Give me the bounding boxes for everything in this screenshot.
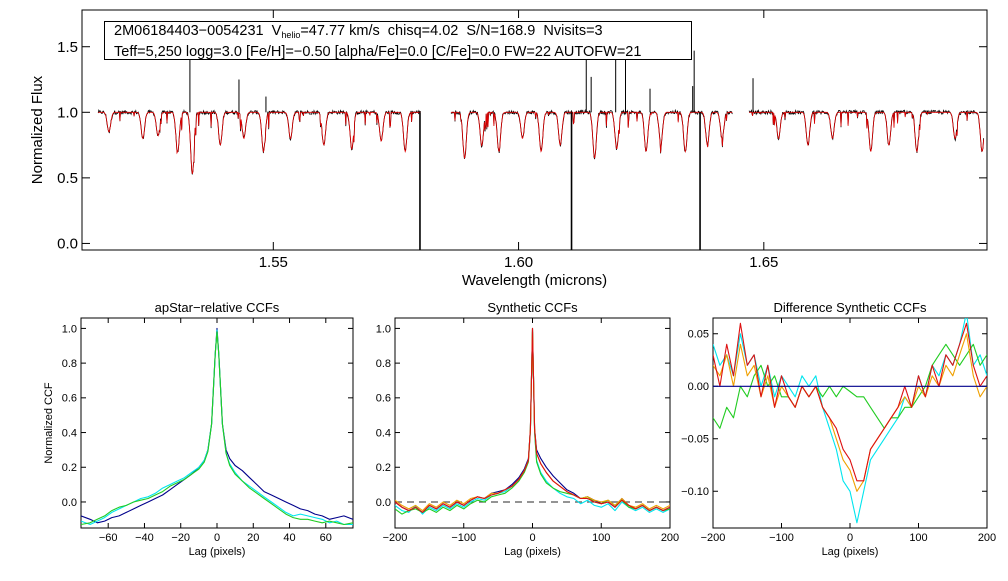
y-tick-label: 1.0	[62, 323, 77, 335]
x-tick-label: −200	[383, 532, 408, 544]
vhelio-subscript: helio	[281, 30, 301, 40]
y-tick-label: 0.8	[62, 358, 77, 370]
ccf-series-green	[713, 343, 987, 429]
x-tick-label: 0	[214, 532, 220, 544]
x-tick-label: −40	[135, 532, 154, 544]
x-tick-label: 60	[320, 532, 332, 544]
panel-1: −60 −40 −20 0 20 40 60 0.0 0.2 0.4 0.6 0.8 1.0 apStar…	[43, 300, 354, 558]
vhelio-value: =47.77 km/s	[300, 23, 380, 39]
star-id: 2M06184403−0054231	[114, 23, 264, 39]
panel-3: −200 −100 0 100 200 −0.10 −0.05 0.00 0.05 Differe…	[681, 300, 996, 558]
plot-area	[97, 36, 984, 250]
x-tick-label: 100	[909, 532, 927, 544]
y-tick-label: −0.10	[681, 486, 709, 498]
ccf-series-red	[395, 327, 670, 513]
star-info-line-1: 2M06184403−0054231 Vhelio=47.77 km/s chi…	[114, 23, 691, 44]
star-info-box: 2M06184403−0054231 Vhelio=47.77 km/s chi…	[104, 21, 692, 60]
y-tick-label: 0.05	[688, 329, 709, 341]
x-tick-label: 1.65	[749, 254, 778, 271]
panel-title: Synthetic CCFs	[487, 300, 578, 315]
x-axis-label: Lag (pixels)	[822, 546, 879, 558]
panel-title: apStar−relative CCFs	[155, 300, 280, 315]
panel-title: Difference Synthetic CCFs	[774, 300, 927, 315]
model-spectrum-segment	[450, 111, 733, 159]
y-axis-label: Normalized Flux	[29, 75, 46, 184]
x-tick-label: 20	[247, 532, 259, 544]
plot-frame	[80, 317, 354, 529]
y-tick-label: 0.6	[62, 393, 77, 405]
plot-frame	[712, 317, 988, 529]
star-info-line-2: Teff=5,250 logg=3.0 [Fe/H]=−0.50 [alpha/…	[114, 44, 642, 60]
ccf-series-red	[713, 322, 987, 482]
ccf-series-visit-2	[81, 331, 353, 526]
x-tick-label: 200	[661, 532, 679, 544]
plot-area	[81, 327, 353, 526]
observed-spectrum-segment	[97, 108, 421, 175]
snr-value: S/N=168.9	[466, 23, 536, 39]
y-tick-label: 0.00	[688, 381, 709, 393]
y-tick-label: 0.6	[376, 393, 391, 405]
model-spectrum-segment	[98, 111, 421, 174]
y-tick-label: 0.0	[57, 236, 78, 253]
observed-spectrum-segment	[450, 108, 733, 160]
x-tick-label: −200	[701, 532, 726, 544]
x-tick-label: 0	[847, 532, 853, 544]
vhelio-label: V	[271, 23, 282, 39]
model-spectrum-segment	[749, 111, 984, 153]
plot-area	[395, 327, 670, 515]
chisq-value: chisq=4.02	[387, 23, 459, 39]
x-tick-label: −60	[99, 532, 118, 544]
x-tick-label: −100	[451, 532, 476, 544]
y-tick-label: 0.4	[376, 427, 391, 439]
ccf-series-green	[395, 331, 670, 515]
x-axis-label: Lag (pixels)	[189, 546, 246, 558]
y-tick-label: 1.5	[57, 39, 78, 56]
x-tick-label: −100	[769, 532, 794, 544]
y-tick-label: −0.05	[681, 434, 709, 446]
ccf-series-cyan	[395, 329, 670, 515]
panel-0: 1.55 1.60 1.65 0.0 0.5 1.0 1.5 Wavelength (micr…	[29, 9, 988, 289]
ccf-series-visit-1	[81, 329, 353, 526]
y-tick-label: 0.0	[376, 497, 391, 509]
x-tick-label: 1.55	[259, 254, 288, 271]
y-tick-label: 1.0	[57, 105, 78, 122]
panel-2: −200 −100 0 100 200 0.0 0.2 0.4 0.6 0.8 1.0 Synthet…	[376, 300, 679, 558]
x-tick-label: 200	[978, 532, 996, 544]
y-tick-label: 0.5	[57, 170, 78, 187]
ccf-series-combined	[81, 327, 353, 524]
nvisits-value: Nvisits=3	[543, 23, 603, 39]
y-tick-label: 0.8	[376, 358, 391, 370]
x-tick-label: 100	[592, 532, 610, 544]
plot-frame	[81, 9, 988, 251]
x-tick-label: −20	[171, 532, 190, 544]
y-tick-label: 0.2	[62, 462, 77, 474]
y-tick-label: 1.0	[376, 323, 391, 335]
y-tick-label: 0.0	[62, 497, 77, 509]
x-tick-label: 1.60	[504, 254, 533, 271]
y-axis-label: Normalized CCF	[43, 382, 55, 464]
plot-area	[713, 318, 987, 524]
x-tick-label: 40	[283, 532, 295, 544]
x-axis-label: Wavelength (microns)	[462, 272, 607, 289]
y-tick-label: 0.4	[62, 427, 77, 439]
x-axis-label: Lag (pixels)	[504, 546, 561, 558]
x-tick-label: 0	[529, 532, 535, 544]
ccf-series-cyan	[713, 318, 987, 524]
y-tick-label: 0.2	[376, 462, 391, 474]
